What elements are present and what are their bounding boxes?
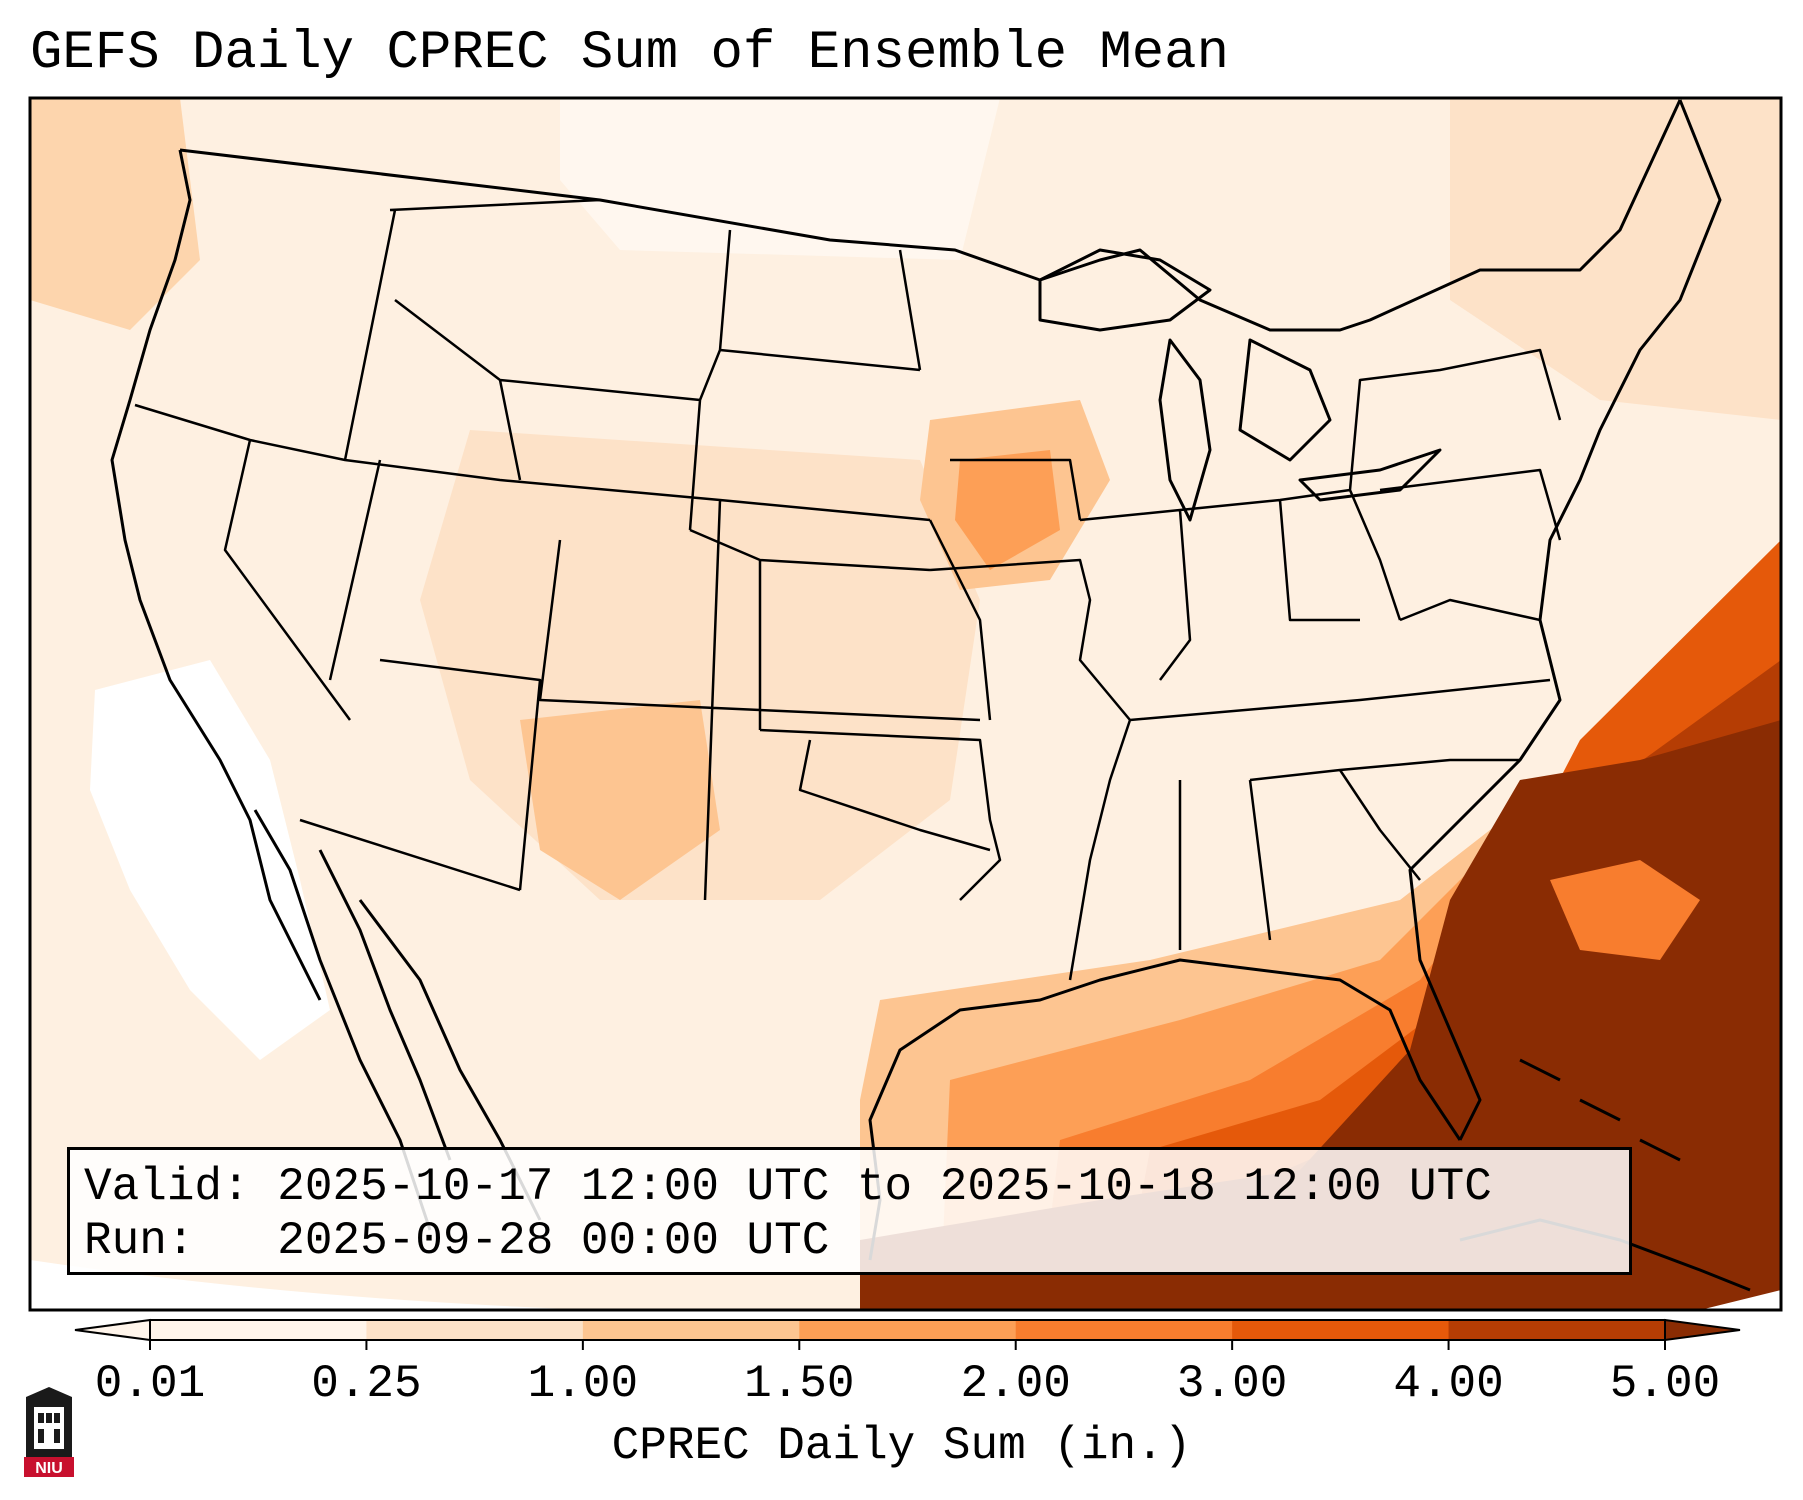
canada-us-border bbox=[179, 99, 1682, 332]
niu-logo-text: NIU bbox=[35, 1460, 63, 1477]
colorbar-border bbox=[149, 1319, 1666, 1341]
lake-huron bbox=[1238, 338, 1332, 462]
pacific-coastline bbox=[110, 149, 322, 1001]
valid-value: 2025-10-17 12:00 UTC to 2025-10-18 12:00… bbox=[277, 1161, 1492, 1213]
niu-logo: NIU bbox=[24, 1387, 74, 1477]
colorbar-segment bbox=[1232, 1320, 1450, 1340]
run-value: 2025-09-28 00:00 UTC bbox=[277, 1215, 830, 1267]
precip-field-west-coast bbox=[30, 98, 200, 330]
map-frame bbox=[28, 96, 1783, 1312]
gulf-coastline bbox=[868, 958, 1462, 1261]
atlantic-coastline bbox=[1408, 99, 1722, 1141]
precip-field-dry-canada bbox=[560, 98, 1000, 260]
colorbar-segment bbox=[582, 1320, 800, 1340]
precip-field-atlantic-embedded bbox=[1550, 860, 1700, 960]
lake-superior bbox=[1038, 248, 1212, 332]
colorbar-segment bbox=[366, 1320, 584, 1340]
colorbar bbox=[74, 1318, 1741, 1350]
precip-field-southwest bbox=[520, 700, 720, 900]
lake-erie bbox=[1298, 448, 1442, 502]
colorbar-segment bbox=[1448, 1320, 1666, 1340]
valid-label: Valid: bbox=[84, 1161, 250, 1213]
lake-michigan bbox=[1158, 338, 1212, 522]
colorbar-tick-label: 1.50 bbox=[744, 1358, 855, 1410]
precip-field-northeast-coast bbox=[1450, 98, 1781, 420]
colorbar-extend-high bbox=[1664, 1318, 1741, 1342]
colorbar-tick-label: 5.00 bbox=[1609, 1358, 1721, 1410]
state-lines bbox=[134, 198, 1562, 981]
colorbar-tick-label: 3.00 bbox=[1176, 1358, 1288, 1410]
valid-run-infobox: Valid: 2025-10-17 12:00 UTC to 2025-10-1… bbox=[67, 1147, 1632, 1275]
colorbar-tick-label: 2.00 bbox=[960, 1358, 1071, 1410]
bahamas bbox=[1519, 1058, 1681, 1162]
precip-field-dry-west bbox=[90, 660, 330, 1060]
colorbar-tick-label: 0.01 bbox=[94, 1358, 206, 1410]
run-label: Run: bbox=[84, 1215, 195, 1267]
colorbar-extend-low bbox=[74, 1318, 151, 1342]
colorbar-tick-label: 1.00 bbox=[527, 1358, 639, 1410]
colorbar-tick-label: 0.25 bbox=[311, 1358, 422, 1410]
map-title: GEFS Daily CPREC Sum of Ensemble Mean bbox=[30, 23, 1229, 84]
colorbar-segment bbox=[1015, 1320, 1233, 1340]
colorbar-segment bbox=[799, 1320, 1017, 1340]
colorbar-segment bbox=[150, 1320, 367, 1340]
projection-edge-bottom-left bbox=[30, 1260, 600, 1310]
precip-field-midwest-core bbox=[955, 450, 1060, 570]
projection-edge-bottom-right bbox=[1700, 1290, 1781, 1310]
colorbar-tick-label: 4.00 bbox=[1393, 1358, 1504, 1410]
colorbar-label: CPREC Daily Sum (in.) bbox=[611, 1420, 1192, 1472]
